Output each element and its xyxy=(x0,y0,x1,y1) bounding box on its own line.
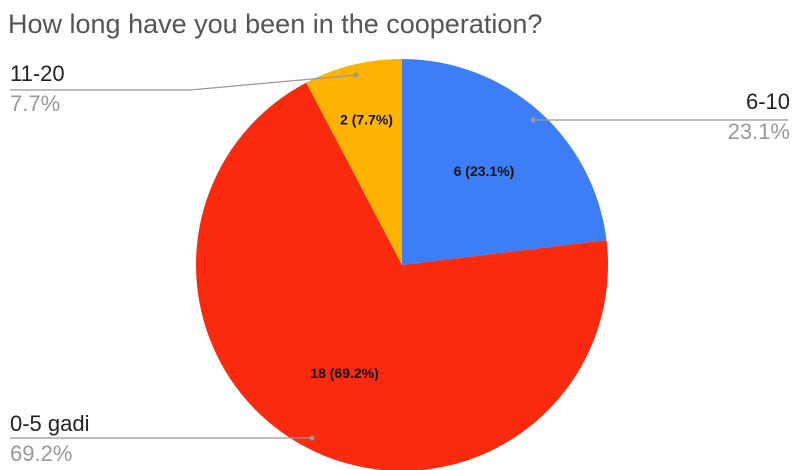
data-label: 2 (7.7%) xyxy=(340,112,393,128)
pie-slice xyxy=(306,59,402,265)
legend-percent: 23.1% xyxy=(728,119,790,144)
chart-title: How long have you been in the cooperatio… xyxy=(8,9,542,39)
data-label: 6 (23.1%) xyxy=(454,163,515,179)
pie-slice xyxy=(402,59,607,265)
legend-label: 6-10 xyxy=(746,89,790,114)
pie-slice xyxy=(196,82,608,470)
leader-dot xyxy=(309,435,315,441)
leader-dot xyxy=(530,117,536,123)
legend-label: 0-5 gadi xyxy=(10,411,90,436)
legend-percent: 69.2% xyxy=(10,441,72,466)
leader-line xyxy=(10,74,357,91)
data-label: 18 (69.2%) xyxy=(310,365,378,381)
legend-percent: 7.7% xyxy=(10,91,60,116)
leader-dot xyxy=(353,72,359,78)
legend-label: 11-20 xyxy=(10,61,65,86)
